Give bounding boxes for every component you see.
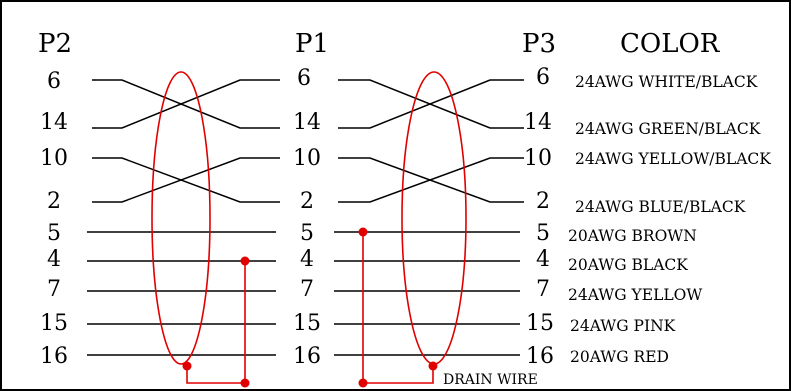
p3-pin-label: 4 (536, 247, 550, 272)
header-p1: P1 (295, 29, 329, 59)
wire-color-label: 20AWG BLACK (568, 256, 688, 274)
p1-pin-label: 2 (300, 189, 314, 214)
twisted-pair-wire (338, 79, 524, 129)
twisted-pair-wire (92, 157, 280, 203)
p2-pin-label: 2 (47, 189, 61, 214)
drain-wire-left (186, 261, 246, 384)
twisted-pair-wire (92, 157, 280, 203)
p2-pin-label: 10 (40, 146, 68, 171)
twisted-pair-wire (338, 157, 524, 203)
p3-pin-label: 10 (524, 146, 552, 171)
wire-color-label: 24AWG YELLOW/BLACK (575, 150, 771, 168)
p1-pin-label: 16 (293, 344, 321, 369)
p1-pin-label: 7 (300, 277, 314, 302)
wire-color-label: 24AWG BLUE/BLACK (575, 198, 746, 216)
wire-color-label: 24AWG WHITE/BLACK (575, 73, 758, 91)
p2-pin-label: 7 (47, 277, 61, 302)
p1-pin-label: 6 (297, 66, 311, 91)
twisted-pair-wire (92, 79, 280, 129)
p3-pin-label: 15 (526, 311, 554, 336)
drain-junction-dot (182, 361, 192, 371)
header-color: COLOR (620, 29, 721, 59)
header-p3: P3 (522, 29, 556, 59)
drain-junction-dot (240, 256, 250, 266)
p2-pin-label: 5 (47, 221, 61, 246)
wire-color-label: 20AWG BROWN (568, 227, 697, 245)
drain-junction-dot (428, 361, 438, 371)
header-p2: P2 (38, 29, 72, 59)
drain-junction-dot (240, 378, 250, 388)
p3-pin-label: 16 (526, 344, 554, 369)
p2-pin-label: 16 (40, 344, 68, 369)
p2-pin-label: 6 (47, 69, 61, 94)
p3-pin-label: 14 (524, 110, 552, 135)
twisted-pair-wire (92, 79, 280, 129)
wire-color-label: 20AWG RED (570, 348, 669, 366)
wire-color-label: 24AWG GREEN/BLACK (575, 120, 761, 138)
shield-loop-left (151, 71, 211, 365)
p1-pin-label: 5 (300, 221, 314, 246)
p1-pin-label: 10 (293, 146, 321, 171)
p3-pin-label: 5 (536, 221, 550, 246)
drain-wire-right (362, 232, 434, 384)
drain-wire-label: DRAIN WIRE (443, 372, 538, 388)
p2-pin-label: 4 (47, 247, 61, 272)
p3-pin-label: 6 (536, 65, 550, 90)
p2-pin-label: 14 (40, 110, 68, 135)
wire-color-label: 24AWG PINK (570, 317, 676, 335)
p3-pin-label: 7 (536, 277, 550, 302)
p2-pin-label: 15 (40, 311, 68, 336)
p1-pin-label: 4 (300, 247, 314, 272)
p1-pin-label: 14 (293, 110, 321, 135)
drain-junction-dot (358, 378, 368, 388)
p1-pin-label: 15 (293, 311, 321, 336)
p3-pin-label: 2 (536, 189, 550, 214)
wire-color-label: 24AWG YELLOW (568, 286, 702, 304)
drain-junction-dot (358, 227, 368, 237)
shield-loop-right (401, 71, 467, 365)
